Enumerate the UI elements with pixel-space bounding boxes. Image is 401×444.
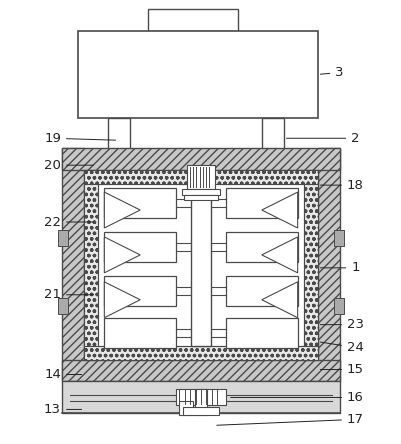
Polygon shape [261,237,297,273]
Bar [194,389,207,416]
Bar [84,170,317,184]
Bar [104,188,176,218]
Text: 20: 20 [44,159,93,172]
Bar [225,188,297,218]
Bar [333,298,342,314]
Polygon shape [261,192,297,228]
Bar [182,189,219,195]
Bar [317,148,339,381]
Text: 23: 23 [320,318,363,331]
Bar [225,232,297,262]
Bar [108,118,130,160]
Bar [104,318,176,348]
Text: 1: 1 [320,262,359,274]
Bar [104,276,176,306]
Bar [186,165,215,189]
Bar [59,230,68,246]
Text: 21: 21 [44,288,93,301]
Bar [333,230,342,246]
Bar [84,170,98,360]
Bar [78,31,317,118]
Bar [84,345,317,360]
Bar [104,232,176,262]
Text: 3: 3 [320,66,343,79]
Bar [178,401,192,416]
Text: 19: 19 [44,132,115,145]
Text: 14: 14 [44,368,81,381]
Bar [62,381,339,413]
Bar [303,170,317,360]
Polygon shape [104,282,140,318]
Polygon shape [104,192,140,228]
Text: 16: 16 [230,391,363,404]
Bar [62,360,339,381]
Text: 15: 15 [320,363,363,376]
Bar [62,148,84,381]
Polygon shape [261,282,297,318]
Text: 22: 22 [44,215,93,229]
Bar [98,184,303,345]
Bar [62,148,339,170]
Bar [225,318,297,348]
Bar [190,184,211,345]
Bar [225,276,297,306]
Bar [176,389,225,405]
Text: 2: 2 [286,132,359,145]
Text: 24: 24 [320,341,363,354]
Polygon shape [104,237,140,273]
Bar [261,118,283,160]
Bar [59,298,68,314]
Bar [148,9,237,31]
Text: 17: 17 [216,413,363,426]
Bar [182,408,219,416]
Text: 18: 18 [320,178,363,192]
Bar [184,195,217,200]
Text: 13: 13 [44,403,81,416]
